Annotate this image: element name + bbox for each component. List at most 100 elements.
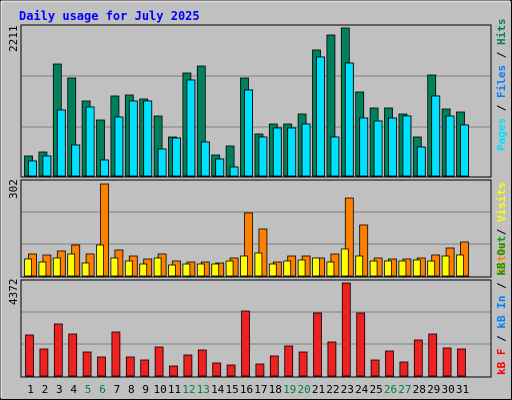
- x-tick-label: 30: [441, 383, 454, 396]
- bar-pages: [85, 106, 95, 177]
- bar-visits: [326, 261, 335, 277]
- bar-visits: [384, 260, 392, 277]
- x-tick-label: 5: [85, 383, 92, 396]
- bar-pages: [416, 146, 426, 177]
- bar-visits: [96, 244, 104, 277]
- bar-kb: [255, 363, 265, 377]
- bar-visits: [427, 260, 436, 277]
- bar-pages: [287, 127, 297, 177]
- legend-sites: Sites: [495, 242, 508, 275]
- bar-kb: [53, 323, 63, 377]
- x-tick-label: 24: [355, 383, 369, 396]
- bar-sites: [359, 224, 369, 277]
- bar-pages: [143, 100, 153, 177]
- x-tick-label: 4: [70, 383, 77, 396]
- bar-pages: [431, 95, 441, 177]
- bar-visits: [52, 257, 61, 277]
- bar-sites: [344, 197, 354, 277]
- bar-kb: [313, 312, 322, 377]
- bar-pages: [388, 117, 397, 177]
- bar-pages: [56, 109, 66, 177]
- bar-kb: [428, 333, 438, 377]
- bar-kb: [154, 346, 164, 377]
- bar-kb: [413, 339, 423, 377]
- bar-pages: [157, 148, 167, 177]
- bar-kb: [140, 359, 150, 377]
- chart-title: Daily usage for July 2025: [19, 9, 200, 23]
- bar-visits: [355, 255, 364, 277]
- x-tick-label: 17: [254, 383, 267, 396]
- bar-kb: [68, 333, 78, 377]
- bar-sites: [244, 212, 253, 277]
- bar-kb: [269, 355, 279, 377]
- bar-kb: [399, 361, 409, 377]
- bar-kb: [39, 348, 49, 377]
- bar-kb: [97, 356, 106, 377]
- bar-visits: [182, 263, 191, 277]
- bar-visits: [196, 263, 205, 277]
- bar-visits: [398, 260, 407, 277]
- bar-pages: [244, 89, 253, 177]
- bar-visits: [67, 253, 76, 277]
- x-tick-label: 27: [398, 383, 411, 396]
- bar-pages: [114, 116, 124, 177]
- bar-kb: [169, 365, 178, 377]
- bar-visits: [153, 257, 162, 277]
- bar-pages: [229, 166, 239, 177]
- legend-sep: /: [495, 335, 508, 342]
- bar-kb: [111, 331, 121, 377]
- bar-pages: [28, 160, 37, 177]
- x-axis-day-labels: 1 2 3 4 5 6 7 8 9 10 11 12 13 14 15 16 17 18 19 20 21 22 23 24 2…: [27, 383, 469, 396]
- bar-visits: [456, 254, 464, 277]
- bar-pages: [100, 159, 109, 177]
- x-tick-label: 26: [384, 383, 397, 396]
- bar-pages: [128, 100, 138, 177]
- legend-hits: Hits: [495, 19, 508, 46]
- bar-pages: [200, 141, 210, 177]
- bar-visits: [211, 263, 220, 277]
- x-tick-label: 9: [142, 383, 149, 396]
- bar-visits: [38, 261, 47, 277]
- bar-pages: [272, 127, 282, 177]
- bar-visits: [283, 260, 292, 277]
- bar-visits: [168, 264, 176, 277]
- x-tick-label: 6: [99, 383, 106, 396]
- x-tick-label: 11: [168, 383, 181, 396]
- x-tick-label: 18: [269, 383, 282, 396]
- bar-visits: [240, 255, 248, 277]
- legend-sep: /: [495, 282, 508, 289]
- bar-visits: [225, 260, 234, 277]
- bar-pages: [42, 155, 52, 177]
- grid-middle: [22, 211, 490, 245]
- x-tick-label: 8: [128, 383, 135, 396]
- bar-kb: [356, 312, 366, 377]
- bar-kb: [457, 348, 466, 377]
- x-tick-label: 23: [341, 383, 354, 396]
- legend-kb-in: kB In: [495, 296, 508, 329]
- legend-top: Pages / Files / Hits: [495, 19, 508, 152]
- bars-middle: [24, 183, 469, 277]
- x-tick-label: 16: [240, 383, 253, 396]
- bar-visits: [139, 263, 148, 277]
- bar-visits: [412, 259, 421, 277]
- bar-kb: [183, 354, 193, 377]
- bars-top: [24, 27, 469, 177]
- x-tick-label: 25: [369, 383, 382, 396]
- x-tick-label: 15: [225, 383, 238, 396]
- bar-pages: [344, 62, 354, 177]
- x-tick-label: 12: [182, 383, 195, 396]
- bar-pages: [258, 136, 268, 177]
- legend-sep: /: [495, 104, 508, 111]
- bar-visits: [24, 258, 32, 277]
- bar-kb: [284, 345, 294, 377]
- bar-pages: [445, 115, 455, 177]
- legend-sep: /: [495, 228, 508, 235]
- bar-visits: [297, 259, 306, 277]
- bar-kb: [370, 359, 380, 377]
- y-max-label-middle: 302: [7, 179, 20, 199]
- bar-kb: [241, 310, 250, 377]
- bar-pages: [172, 137, 181, 177]
- bar-visits: [254, 252, 263, 277]
- bar-visits: [81, 262, 90, 277]
